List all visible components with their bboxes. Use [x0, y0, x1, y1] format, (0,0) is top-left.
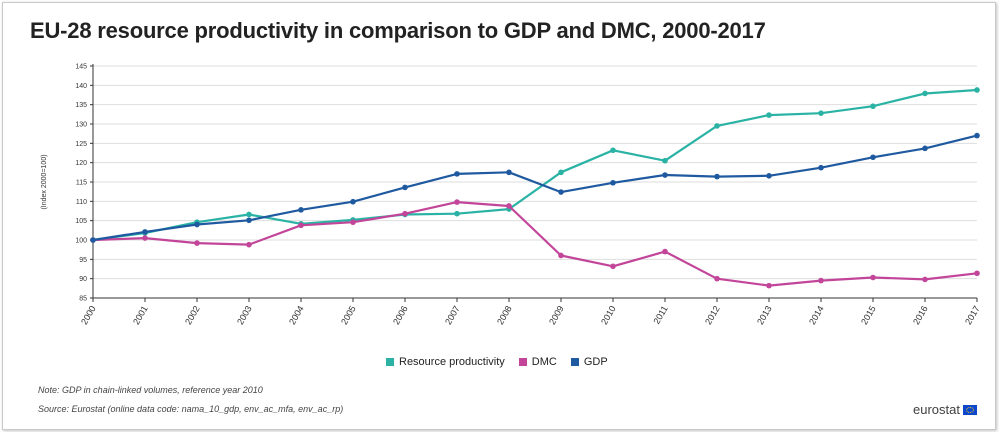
data-point-dmc [870, 274, 876, 281]
eurostat-wordmark: eurostat [913, 402, 960, 417]
data-point-dmc [974, 270, 980, 277]
chart-title: EU-28 resource productivity in compariso… [30, 18, 766, 43]
y-tick-label: 85 [79, 296, 87, 303]
data-point-gdp [350, 198, 356, 205]
data-point-dmc [402, 210, 408, 217]
data-point-gdp [922, 145, 928, 152]
data-point-dmc [142, 235, 148, 241]
legend-label-resource-productivity: Resource productivity [399, 356, 505, 368]
data-point-resource-productivity [922, 90, 928, 97]
x-tick-label: 2010 [599, 304, 618, 326]
series-line-resource-productivity [92, 88, 978, 242]
x-tick-label: 2002 [183, 304, 202, 326]
data-point-dmc [558, 252, 564, 259]
legend-item-dmc: DMC [518, 356, 557, 368]
data-point-resource-productivity [974, 87, 980, 93]
data-point-dmc [506, 203, 512, 209]
x-tick-label: 2011 [651, 304, 669, 326]
x-tick-label: 2014 [807, 304, 826, 326]
data-point-gdp [818, 164, 824, 171]
data-point-gdp [194, 221, 200, 228]
x-tick-label: 2008 [495, 304, 514, 326]
x-tick-label: 2006 [391, 304, 410, 326]
y-tick-label: 140 [75, 83, 87, 90]
chart-note: Note: GDP in chain-linked volumes, refer… [38, 385, 263, 395]
data-point-resource-productivity [246, 211, 252, 218]
y-tick-label: 120 [75, 160, 87, 167]
data-point-gdp [142, 229, 148, 235]
x-tick-label: 2004 [287, 304, 306, 326]
data-point-gdp [610, 179, 616, 186]
legend-swatch-resource-productivity [386, 358, 394, 366]
data-point-dmc [922, 276, 928, 283]
data-point-resource-productivity [818, 110, 824, 116]
y-tick-label: 125 [75, 141, 87, 148]
y-tick-label: 130 [75, 122, 87, 129]
data-point-gdp [662, 172, 668, 178]
data-point-dmc [454, 199, 460, 205]
data-point-dmc [350, 219, 356, 226]
data-point-resource-productivity [662, 157, 668, 164]
data-point-dmc [610, 263, 616, 270]
y-tick-label: 90 [79, 276, 87, 283]
y-tick-label: 95 [79, 257, 87, 264]
y-tick-label: 100 [75, 238, 87, 245]
x-tick-label: 2001 [131, 304, 150, 326]
legend-label-gdp: GDP [583, 356, 608, 368]
data-point-resource-productivity [558, 169, 564, 176]
x-tick-label: 2009 [547, 304, 566, 326]
x-tick-label: 2000 [79, 304, 98, 326]
x-tick-label: 2003 [235, 304, 254, 326]
data-point-dmc [298, 222, 304, 229]
data-point-gdp [870, 154, 876, 161]
x-tick-label: 2013 [755, 304, 774, 326]
data-point-gdp [506, 169, 512, 176]
y-tick-label: 110 [76, 199, 87, 206]
data-point-gdp [766, 173, 772, 179]
data-point-resource-productivity [714, 123, 720, 129]
chart-source: Source: Eurostat (online data code: nama… [38, 404, 344, 414]
x-tick-label: 2016 [911, 304, 930, 326]
y-tick-label: 115 [76, 180, 87, 187]
y-tick-label: 105 [75, 218, 87, 225]
x-tick-label: 2015 [859, 304, 878, 326]
y-axis-label: (Index 2000=100) [41, 154, 48, 209]
data-point-dmc [662, 248, 668, 255]
x-tick-label: 2007 [443, 304, 462, 326]
data-point-gdp [90, 237, 96, 243]
x-tick-label: 2012 [703, 304, 722, 326]
legend-swatch-gdp [570, 358, 579, 366]
data-point-dmc [766, 282, 772, 289]
data-point-gdp [454, 171, 460, 177]
legend-item-resource-productivity: Resource productivity [386, 356, 505, 368]
eurostat-logo: eurostat [913, 402, 977, 417]
eu-flag-icon [963, 404, 977, 415]
x-tick-label: 2017 [963, 304, 982, 326]
data-point-resource-productivity [454, 210, 460, 217]
data-point-gdp [974, 132, 980, 139]
data-point-dmc [246, 241, 252, 248]
data-point-resource-productivity [870, 103, 876, 110]
chart-legend: Resource productivity DMC GDP [386, 356, 608, 368]
legend-label-dmc: DMC [531, 356, 557, 368]
legend-item-gdp: GDP [570, 356, 608, 368]
data-point-gdp [558, 189, 564, 195]
data-point-resource-productivity [610, 147, 616, 154]
data-point-dmc [818, 277, 824, 284]
y-tick-label: 135 [75, 102, 87, 109]
x-tick-label: 2005 [339, 304, 358, 326]
data-point-gdp [246, 217, 252, 224]
data-point-dmc [194, 240, 200, 246]
series-line-gdp [92, 134, 978, 242]
data-point-dmc [714, 275, 720, 282]
data-point-gdp [402, 184, 408, 191]
y-tick-label: 145 [75, 64, 87, 71]
legend-swatch-dmc [518, 358, 527, 366]
series-line-dmc [92, 201, 978, 287]
data-point-resource-productivity [766, 112, 772, 118]
data-point-gdp [298, 207, 304, 213]
data-point-gdp [714, 173, 720, 180]
